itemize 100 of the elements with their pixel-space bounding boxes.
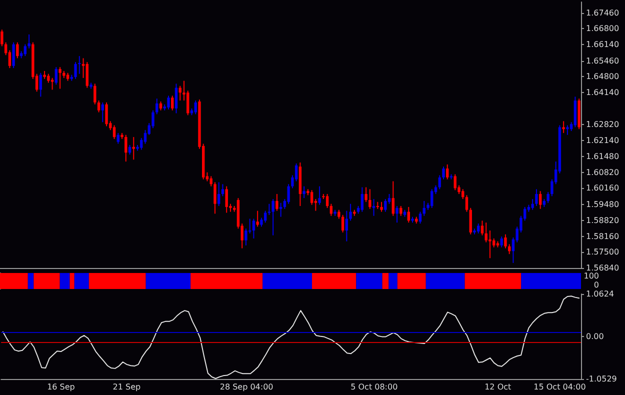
- bar: [0, 273, 28, 289]
- candlestick: [156, 98, 158, 115]
- y-tick-label: 1.62820: [586, 120, 620, 129]
- candlestick: [484, 222, 488, 243]
- bar: [312, 273, 356, 289]
- candlestick: [469, 207, 472, 235]
- candlestick: [562, 120, 565, 134]
- candlestick: [504, 234, 507, 249]
- candlestick: [28, 34, 30, 49]
- x-tick-label: 5 Oct 08:00: [350, 382, 398, 392]
- bar: [397, 273, 426, 289]
- candlestick: [360, 186, 364, 212]
- candlestick: [566, 124, 569, 136]
- candlestick: [97, 100, 100, 113]
- candlestick: [221, 184, 224, 197]
- y-tick-label: 1.59480: [586, 200, 620, 210]
- candlestick: [384, 198, 387, 212]
- y-tick-label: 1.57500: [586, 248, 620, 257]
- candlestick: [368, 188, 372, 210]
- bar: [28, 273, 34, 289]
- candlestick: [538, 190, 542, 210]
- candlestick: [488, 230, 492, 259]
- candlestick: [16, 42, 19, 59]
- candlestick: [396, 206, 398, 224]
- y-tick-label: 1.64800: [586, 72, 620, 82]
- candlestick: [217, 182, 220, 207]
- y-tick-label: 1.60160: [586, 184, 620, 193]
- candlestick: [364, 186, 368, 202]
- bar: [74, 273, 89, 289]
- y-tick-label: 1.66140: [586, 40, 620, 50]
- y-tick-label: 1.62140: [586, 136, 620, 146]
- bar: [262, 273, 312, 289]
- candlestick: [276, 193, 278, 212]
- candlestick: [78, 56, 81, 74]
- candlestick: [535, 188, 538, 207]
- candlestick: [112, 124, 116, 140]
- candlestick: [462, 188, 464, 200]
- bar: [34, 273, 60, 289]
- candlestick: [349, 203, 352, 222]
- x-tick-label: 16 Sep: [47, 382, 75, 392]
- candlestick: [144, 130, 147, 144]
- bar: [88, 273, 146, 289]
- x-tick-label: 15 Oct 04:00: [534, 382, 586, 392]
- y-tick-label: 1.60820: [586, 168, 620, 177]
- bar: [426, 273, 465, 289]
- candlestick: [171, 95, 174, 111]
- x-tick-label: 12 Oct: [484, 382, 512, 392]
- candlestick: [272, 198, 274, 236]
- candlestick: [124, 134, 128, 162]
- bar: [464, 273, 522, 289]
- y-tick-label: 1.65460: [586, 56, 620, 66]
- candlestick: [24, 44, 27, 57]
- y-tick-label: 1.64140: [586, 88, 620, 98]
- y-tick-label: 1.0624: [586, 290, 614, 298]
- y-tick-label: 1.66800: [586, 24, 620, 34]
- bar: [146, 273, 191, 289]
- candlestick: [442, 166, 445, 180]
- y-tick-label: -1.0529: [586, 374, 617, 384]
- candlestick: [310, 190, 314, 206]
- candlestick: [54, 66, 58, 86]
- candlestick: [480, 220, 484, 236]
- candlestick: [86, 62, 89, 88]
- candlestick: [167, 95, 170, 110]
- candlestick: [0, 29, 4, 47]
- candlestick: [330, 203, 333, 216]
- candlestick: [39, 72, 42, 98]
- candlestick: [101, 102, 104, 123]
- candlestick: [446, 164, 449, 180]
- text: 0: [594, 280, 600, 290]
- x-tick-label: 28 Sep 04:00: [220, 382, 274, 392]
- candlestick: [392, 180, 394, 216]
- candlestick: [105, 102, 108, 127]
- candlestick: [546, 192, 550, 204]
- y-tick-label: 1.67460: [586, 8, 620, 18]
- bar: [356, 273, 382, 289]
- bar: [521, 273, 581, 289]
- candlestick: [318, 186, 321, 206]
- candlestick: [214, 182, 216, 214]
- bar: [388, 273, 398, 289]
- candlestick: [12, 42, 15, 69]
- candlestick: [279, 202, 282, 218]
- candlestick: [116, 132, 120, 144]
- candlestick: [50, 77, 54, 90]
- candlestick: [264, 210, 267, 224]
- x-tick-label: 21 Sep: [112, 382, 141, 392]
- text: 100: [584, 272, 600, 280]
- candlestick: [380, 201, 383, 212]
- candlestick: [465, 194, 468, 212]
- candlestick: [341, 214, 344, 233]
- candlestick: [531, 198, 534, 210]
- y-tick-label: 0.00: [586, 332, 604, 342]
- y-tick-label: 1.58160: [586, 232, 620, 241]
- candlestick: [132, 136, 135, 160]
- bar: [70, 273, 74, 289]
- candlestick: [74, 62, 77, 80]
- candlestick: [186, 90, 190, 116]
- candlestick: [225, 186, 228, 214]
- y-tick-label: 1.56840: [586, 264, 620, 272]
- candlestick: [372, 198, 376, 216]
- candlestick: [438, 174, 441, 190]
